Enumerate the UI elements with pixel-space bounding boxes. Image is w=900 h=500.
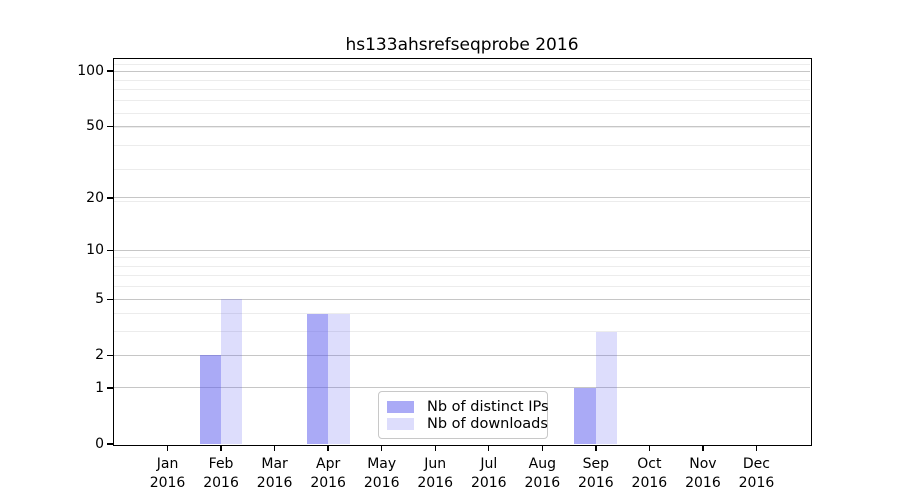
- x-tick-mark: [380, 445, 383, 451]
- minor-gridline: [114, 89, 810, 91]
- x-tick-label-mar: Mar 2016: [256, 456, 293, 491]
- x-tick-label-feb: Feb 2016: [203, 456, 239, 491]
- x-tick-label-oct: Oct 2016: [631, 456, 668, 491]
- bar-sep-downloads: [595, 331, 618, 444]
- bar-sep-distinct-ips: [574, 387, 596, 444]
- x-tick-label-jul: Jul 2016: [470, 456, 507, 491]
- minor-gridline: [114, 265, 810, 267]
- minor-gridline: [114, 168, 810, 170]
- x-tick-label-sep: Sep 2016: [578, 456, 614, 491]
- y-tick-mark: [107, 443, 113, 445]
- y-tick-label: 100: [77, 63, 104, 80]
- x-tick-label-aug: Aug 2016: [524, 456, 561, 491]
- minor-gridline: [114, 71, 810, 73]
- x-tick-mark: [648, 445, 651, 451]
- minor-gridline: [114, 127, 810, 129]
- minor-gridline: [114, 313, 810, 315]
- minor-gridline: [114, 275, 810, 277]
- minor-gridline: [114, 112, 810, 114]
- legend-item-distinct-ips: Nb of distinct IPs: [387, 399, 549, 415]
- x-tick-label-jun: Jun 2016: [417, 456, 454, 491]
- legend-swatch-distinct-ips-icon: [387, 401, 414, 413]
- minor-gridline: [114, 257, 810, 259]
- major-gridline: [114, 70, 810, 72]
- major-gridline: [114, 298, 810, 300]
- x-tick-mark: [434, 445, 436, 451]
- bar-feb-downloads: [221, 299, 243, 444]
- minor-gridline: [114, 331, 810, 333]
- major-gridline: [114, 387, 810, 389]
- x-tick-label-apr: Apr 2016: [310, 456, 346, 491]
- x-tick-mark: [755, 445, 758, 451]
- x-tick-mark: [220, 445, 222, 451]
- x-tick-mark: [541, 445, 543, 451]
- legend: Nb of distinct IPs Nb of downloads: [378, 391, 549, 439]
- chart-title: hs133ahsrefseqprobe 2016: [345, 35, 579, 55]
- y-tick-mark: [107, 249, 113, 251]
- minor-gridline: [114, 79, 810, 81]
- x-tick-label-dec: Dec 2016: [738, 456, 775, 491]
- bar-apr-distinct-ips: [306, 313, 329, 444]
- y-tick-label: 1: [95, 379, 104, 396]
- x-tick-label-jan: Jan 2016: [149, 456, 186, 491]
- y-tick-label: 0: [95, 436, 104, 452]
- major-gridline: [114, 249, 810, 251]
- x-tick-mark: [702, 445, 704, 451]
- y-tick-label: 50: [86, 118, 104, 135]
- x-tick-mark: [595, 445, 597, 451]
- x-tick-mark: [273, 445, 276, 451]
- legend-swatch-downloads-icon: [387, 418, 414, 430]
- major-gridline: [114, 197, 810, 199]
- y-tick-mark: [107, 70, 113, 72]
- x-tick-label-nov: Nov 2016: [685, 456, 721, 491]
- y-tick-label: 5: [95, 291, 104, 308]
- y-tick-mark: [107, 354, 113, 356]
- major-gridline: [114, 354, 810, 356]
- major-gridline: [114, 125, 810, 127]
- legend-label-downloads: Nb of downloads: [427, 416, 548, 432]
- x-tick-label-may: May 2016: [363, 456, 400, 491]
- minor-gridline: [114, 63, 810, 65]
- x-tick-mark: [327, 445, 329, 451]
- y-tick-label: 20: [86, 189, 104, 206]
- y-tick-label: 2: [95, 347, 104, 364]
- bar-apr-downloads: [328, 313, 350, 444]
- minor-gridline: [114, 286, 810, 288]
- y-tick-mark: [107, 125, 113, 127]
- minor-gridline: [114, 201, 810, 203]
- y-tick-mark: [107, 298, 113, 300]
- x-tick-mark: [488, 445, 490, 451]
- x-tick-mark: [166, 445, 169, 451]
- bar-feb-distinct-ips: [199, 355, 222, 444]
- legend-item-downloads: Nb of downloads: [387, 416, 548, 432]
- minor-gridline: [114, 145, 810, 147]
- y-tick-label: 10: [86, 242, 104, 259]
- y-tick-mark: [107, 197, 113, 199]
- minor-gridline: [114, 100, 810, 102]
- y-tick-mark: [107, 387, 113, 389]
- legend-label-distinct-ips: Nb of distinct IPs: [427, 399, 549, 415]
